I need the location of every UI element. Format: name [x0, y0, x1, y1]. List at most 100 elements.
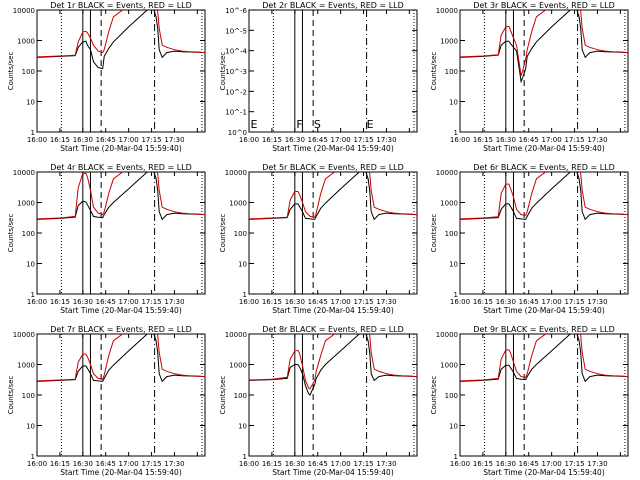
y-tick-label: 1: [454, 453, 458, 461]
x-tick-label: 17:30: [376, 460, 396, 468]
x-axis-label: Start Time (20-Mar-04 15:59:40): [483, 468, 605, 477]
x-axis-label: Start Time (20-Mar-04 15:59:40): [60, 144, 182, 153]
panel-title: Det 6r BLACK = Events, RED = LLD: [473, 163, 615, 172]
y-tick-label: 10: [26, 99, 35, 107]
x-axis-label: Start Time (20-Mar-04 15:59:40): [272, 306, 394, 315]
x-tick-label: 16:00: [450, 460, 470, 468]
x-tick-label: 17:30: [587, 298, 607, 306]
y-tick-label: 10^-3: [225, 68, 247, 76]
x-tick-label: 17:00: [331, 136, 351, 144]
x-tick-label: 16:45: [308, 460, 328, 468]
x-axis-label: Start Time (20-Mar-04 15:59:40): [272, 468, 394, 477]
panel-1: Det 1r BLACK = Events, RED = LLD 1 10 100 10…: [7, 1, 206, 153]
y-tick-label: 1: [31, 291, 35, 299]
x-tick-label: 16:45: [308, 136, 328, 144]
y-axis-label: Counts/sec: [219, 214, 227, 253]
plot-frame: [459, 333, 629, 457]
x-tick-label: 17:00: [542, 298, 562, 306]
plot-area: [460, 10, 628, 132]
x-axis-label: Start Time (20-Mar-04 15:59:40): [272, 144, 394, 153]
panel-title: Det 4r BLACK = Events, RED = LLD: [50, 163, 192, 172]
x-tick-label: 17:30: [164, 460, 184, 468]
plot-area: [460, 334, 628, 456]
y-tick-label: 10^-1: [225, 109, 247, 117]
x-tick-label: 16:00: [27, 298, 47, 306]
y-tick-label: 1000: [440, 200, 458, 208]
x-tick-label: 17:15: [141, 136, 161, 144]
panel-4: Det 4r BLACK = Events, RED = LLD 1 10 100 10…: [7, 163, 206, 315]
y-tick-label: 10000: [13, 331, 35, 339]
plot-frame: [459, 9, 629, 133]
plot-frame: [36, 333, 206, 457]
x-tick-label: 17:00: [331, 460, 351, 468]
x-tick-label: 17:15: [141, 298, 161, 306]
lld-series-line: [460, 172, 628, 220]
x-tick-label: 16:15: [50, 298, 70, 306]
x-tick-label: 16:30: [496, 298, 516, 306]
x-tick-label: 16:00: [239, 136, 259, 144]
y-tick-label: 10000: [436, 7, 458, 15]
y-tick-label: 1000: [440, 362, 458, 370]
y-tick-label: 10: [26, 423, 35, 431]
y-tick-label: 10: [238, 261, 247, 269]
x-tick-label: 17:30: [164, 298, 184, 306]
events-series-line: [37, 172, 205, 221]
x-tick-label: 16:45: [519, 136, 539, 144]
panel-9: Det 9r BLACK = Events, RED = LLD 1 10 100 10…: [430, 325, 629, 477]
y-tick-label: 1000: [440, 38, 458, 46]
x-tick-label: 16:00: [239, 460, 259, 468]
panel-8: Det 8r BLACK = Events, RED = LLD 1 10 100 10…: [219, 325, 418, 477]
x-tick-label: 17:00: [542, 136, 562, 144]
x-tick-label: 16:45: [96, 136, 116, 144]
x-tick-label: 17:15: [564, 136, 584, 144]
y-axis-label: Counts/sec: [219, 52, 227, 91]
panel-title: Det 9r BLACK = Events, RED = LLD: [473, 325, 615, 334]
y-tick-label: 10000: [436, 331, 458, 339]
y-tick-label: 10: [238, 423, 247, 431]
x-tick-label: 17:00: [331, 298, 351, 306]
y-tick-label: 10: [26, 261, 35, 269]
panel-title: Det 7r BLACK = Events, RED = LLD: [50, 325, 192, 334]
plot-frame: [459, 171, 629, 295]
y-tick-label: 10000: [225, 331, 247, 339]
x-axis-label: Start Time (20-Mar-04 15:59:40): [60, 306, 182, 315]
lld-series-line: [37, 10, 205, 58]
x-tick-label: 16:15: [473, 136, 493, 144]
lld-series-line: [460, 334, 628, 382]
y-tick-label: 10^-4: [225, 48, 247, 56]
y-tick-label: 100: [445, 392, 458, 400]
y-tick-label: 1000: [229, 362, 247, 370]
x-tick-label: 17:15: [564, 298, 584, 306]
x-tick-label: 17:30: [587, 136, 607, 144]
y-tick-label: 100: [445, 68, 458, 76]
x-tick-label: 16:00: [239, 298, 259, 306]
x-tick-label: 16:45: [96, 298, 116, 306]
y-tick-label: 100: [234, 230, 247, 238]
y-tick-label: 10: [449, 261, 458, 269]
plot-area: [249, 334, 417, 456]
panel-5: Det 5r BLACK = Events, RED = LLD 1 10 100 10…: [219, 163, 418, 315]
y-tick-label: 10000: [225, 169, 247, 177]
plot-area: [37, 10, 205, 132]
x-tick-label: 17:15: [141, 460, 161, 468]
y-tick-label: 10: [449, 99, 458, 107]
y-tick-label: 100: [445, 230, 458, 238]
y-axis-label: Counts/sec: [7, 52, 15, 91]
events-series-line: [460, 172, 628, 221]
y-tick-label: 1: [454, 291, 458, 299]
lld-series-line: [249, 334, 417, 390]
y-tick-label: 10^0: [228, 129, 247, 137]
x-tick-label: 16:30: [285, 136, 305, 144]
x-tick-label: 17:00: [119, 136, 139, 144]
x-tick-label: 16:00: [27, 460, 47, 468]
x-tick-label: 17:15: [353, 298, 373, 306]
panel-3: Det 3r BLACK = Events, RED = LLD 1 10 100 10…: [430, 1, 629, 153]
x-axis-label: Start Time (20-Mar-04 15:59:40): [483, 144, 605, 153]
y-tick-label: 1000: [17, 362, 35, 370]
panel-title: Det 1r BLACK = Events, RED = LLD: [50, 1, 192, 10]
events-series-line: [249, 334, 417, 396]
interval-letter: F: [296, 118, 302, 131]
panel-title: Det 5r BLACK = Events, RED = LLD: [262, 163, 404, 172]
plot-frame: [36, 171, 206, 295]
x-tick-label: 16:15: [262, 460, 282, 468]
